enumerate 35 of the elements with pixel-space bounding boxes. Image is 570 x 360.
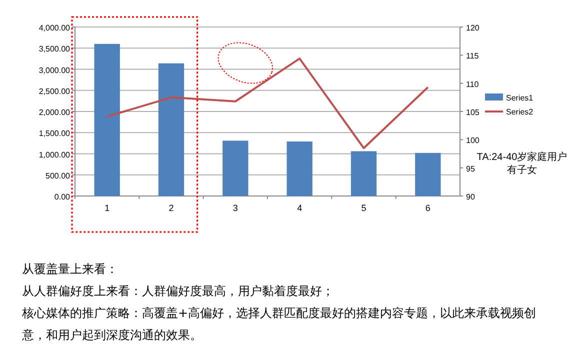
y2-tick-label: 100 — [466, 136, 480, 146]
y2-tick-label: 115 — [466, 52, 480, 61]
x-tick-label: 4 — [297, 203, 302, 213]
x-tick-label: 5 — [361, 203, 366, 213]
x-tick-label: 3 — [232, 203, 238, 213]
text: 有子女 — [507, 164, 537, 176]
x-tick-label: 6 — [425, 203, 430, 213]
bar — [350, 151, 377, 196]
text: 从人群偏好度上来看：人群偏好度最高，用户黏着度最好； — [22, 283, 335, 300]
x-tick-label: 1 — [104, 203, 110, 213]
y-tick-label: 500.00 — [46, 171, 71, 180]
y-tick-label: 2,500.00 — [38, 86, 71, 96]
bar — [415, 152, 441, 196]
y-tick-label: 0.00 — [54, 192, 71, 202]
text: 核心媒体的推广策略：高覆盖+高偏好，选择人群匹配度最好的搭建内容专题，以此来承载视频创意，和用户起到深度沟通的效果。 — [22, 305, 538, 344]
text: TA:24-40岁家庭用户 — [476, 151, 568, 163]
y-tick-label: 3,500.00 — [38, 44, 71, 54]
x-tick-label: 2 — [168, 203, 174, 213]
bar — [158, 63, 184, 196]
y2-tick-label: 120 — [466, 24, 480, 32]
bar — [286, 141, 312, 196]
text: 从覆盖量上来看： — [22, 261, 119, 278]
y2-tick-label: 105 — [466, 108, 480, 117]
y-tick-label: 4,000.00 — [38, 24, 71, 32]
bar — [222, 140, 248, 196]
y2-tick-label: 110 — [466, 80, 480, 89]
y2-tick-label: 90 — [466, 192, 476, 202]
bar — [94, 44, 120, 196]
y-tick-label: 2,000.00 — [38, 108, 71, 117]
legend-label: Series2 — [506, 108, 534, 116]
y-tick-label: 1,000.00 — [38, 150, 71, 160]
y-tick-label: 1,500.00 — [38, 129, 71, 138]
legend-label: Series1 — [506, 94, 534, 102]
y2-tick-label: 95 — [466, 164, 476, 174]
y-tick-label: 3,000.00 — [38, 66, 71, 75]
